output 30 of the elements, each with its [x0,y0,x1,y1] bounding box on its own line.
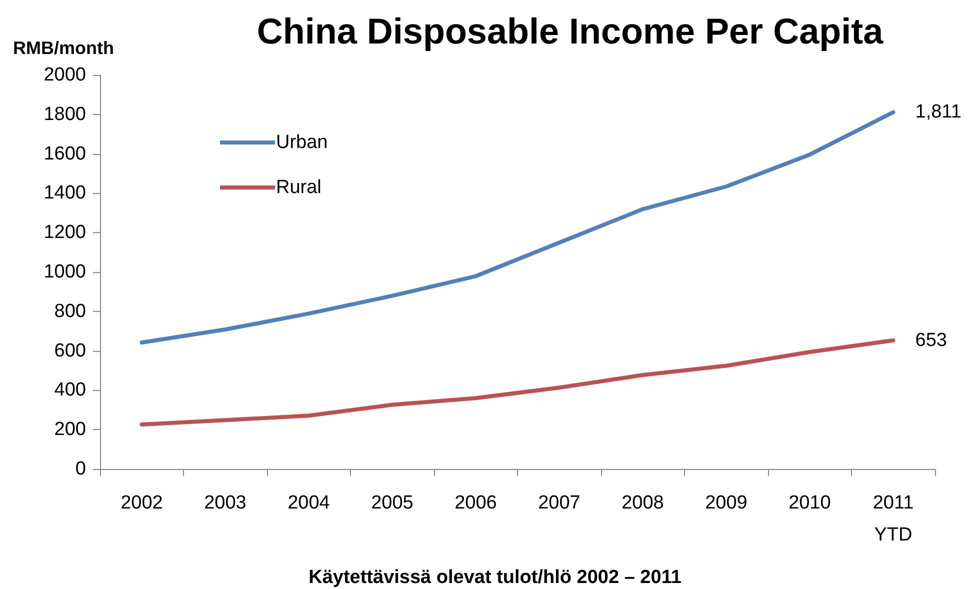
y-axis-title: RMB/month [13,38,114,58]
chart-title: China Disposable Income Per Capita [256,10,884,52]
x-tick-label: 2011 YTD [872,492,914,546]
line-series [140,110,896,345]
y-tick-label: 400 [54,380,86,401]
x-tick-label: 2005 [371,492,414,514]
y-tick-label: 600 [54,340,86,362]
y-tick-label: 1400 [44,182,86,204]
x-tick-label: 2008 [622,492,664,514]
line-series [140,338,896,426]
legend-label: Urban [276,132,328,153]
y-tick-label: 1200 [44,222,86,244]
y-tick-label: 1000 [44,262,86,282]
x-tick-label: 2004 [288,492,330,514]
y-tick-label: 2000 [44,64,86,86]
data-label: 653 [915,330,947,351]
x-tick-label: 2009 [705,492,748,514]
legend-label: Rural [276,177,322,198]
x-tick-label: 2002 [120,492,163,514]
y-tick-label: 1800 [44,104,86,125]
y-tick-label: 0 [75,458,86,480]
x-tick-label: 2010 [788,492,831,514]
x-axis-title: Käytettävissä olevat tulot/hlö 2002 – 2011 [308,567,682,588]
y-tick-label: 200 [54,419,86,440]
x-tick-label: 2003 [204,492,246,514]
data-label: 1,811 [915,102,962,123]
x-tick-label: 2007 [538,492,580,514]
y-tick-label: 800 [54,300,86,322]
x-tick-label: 2006 [454,492,497,514]
y-tick-label: 1600 [44,143,86,164]
